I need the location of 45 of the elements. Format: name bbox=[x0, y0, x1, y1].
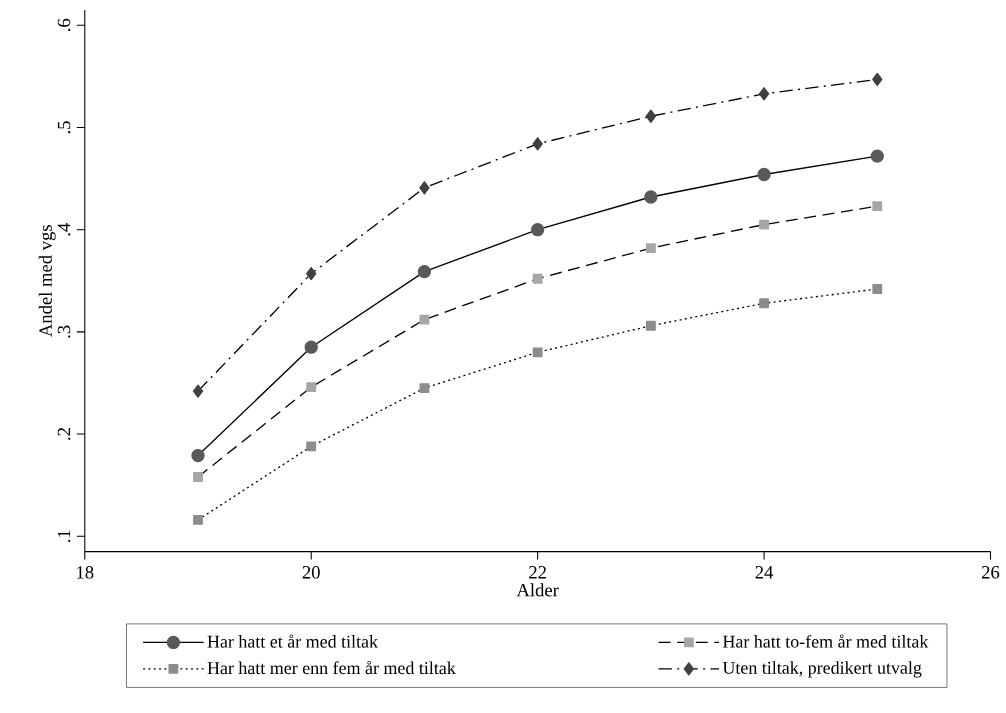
point bbox=[306, 382, 317, 392]
point bbox=[870, 149, 884, 163]
legend-label: Har hatt mer enn fem år med tiltak bbox=[207, 660, 456, 675]
point bbox=[645, 109, 657, 123]
x-tick-label: 22 bbox=[529, 565, 546, 579]
y-tick-label: .5 bbox=[57, 121, 71, 134]
point bbox=[306, 266, 317, 281]
point bbox=[759, 298, 769, 309]
point bbox=[193, 471, 203, 482]
y-tick-label: .3 bbox=[57, 325, 71, 338]
point bbox=[758, 87, 770, 101]
legend-label: Uten tiltak, predikert utvalg bbox=[722, 661, 922, 678]
point bbox=[419, 314, 430, 325]
point bbox=[644, 190, 658, 204]
point bbox=[645, 243, 656, 253]
point bbox=[872, 201, 883, 212]
point bbox=[419, 181, 430, 195]
y-tick-label: .1 bbox=[57, 530, 71, 542]
point bbox=[759, 219, 769, 230]
point bbox=[304, 340, 318, 354]
point bbox=[417, 264, 432, 279]
point bbox=[306, 441, 317, 452]
y-tick-label: .2 bbox=[57, 428, 71, 440]
legend-label: Har hatt to-fem år med tiltak bbox=[722, 634, 929, 648]
point bbox=[872, 72, 883, 87]
point bbox=[645, 320, 656, 331]
point bbox=[532, 347, 543, 358]
x-tick-label: 20 bbox=[302, 565, 320, 579]
y-tick-label: .6 bbox=[57, 18, 71, 31]
point bbox=[872, 283, 883, 294]
point bbox=[530, 222, 545, 237]
point bbox=[532, 273, 543, 284]
point bbox=[191, 448, 205, 463]
legend-label: Har hatt et år med tiltak bbox=[207, 634, 379, 648]
x-tick-label: 18 bbox=[77, 565, 94, 579]
point bbox=[532, 137, 543, 151]
point bbox=[193, 514, 203, 525]
x-tick-label: 26 bbox=[981, 565, 1000, 579]
y-tick-label: .4 bbox=[57, 222, 71, 236]
x-axis-title: Alder bbox=[516, 583, 559, 597]
y-axis-title: Andel med vgs bbox=[38, 225, 56, 337]
x-tick-label: 24 bbox=[755, 565, 774, 579]
point bbox=[192, 384, 204, 398]
point bbox=[757, 167, 771, 182]
point bbox=[419, 383, 430, 393]
